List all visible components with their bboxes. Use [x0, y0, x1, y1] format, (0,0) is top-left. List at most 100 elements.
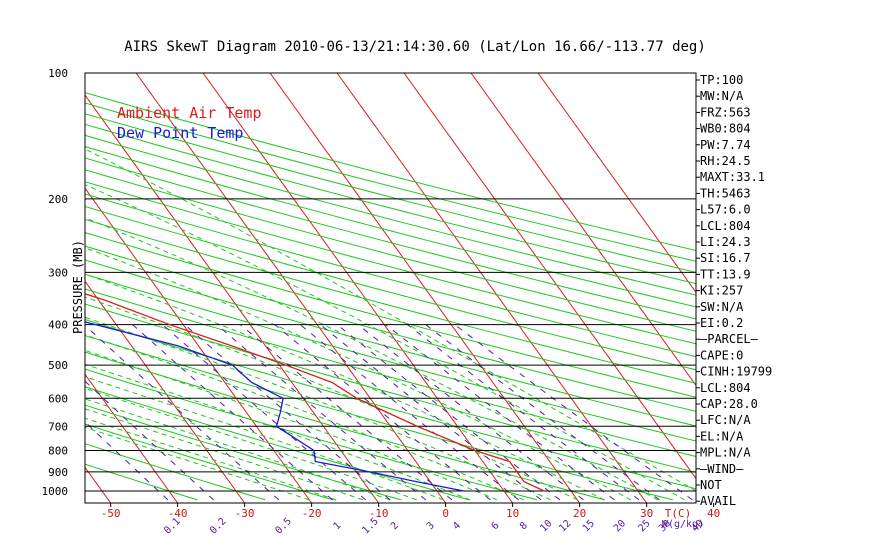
mixing-ratio-tick-label: 0.5	[273, 516, 294, 537]
dry-adiabat-line	[85, 423, 334, 501]
chart-title: AIRS SkewT Diagram 2010-06-13/21:14:30.6…	[124, 39, 706, 55]
dry-adiabat-line	[85, 319, 696, 490]
pressure-tick-label: 200	[48, 193, 68, 206]
bottom-temp-tick-label: 20	[573, 507, 586, 520]
isotherm-line	[135, 73, 447, 503]
stat-item: NOT	[700, 478, 722, 492]
stat-item: RH:24.5	[700, 154, 751, 168]
stat-item: —PARCEL—	[700, 332, 759, 346]
mixing-ratio-line	[216, 324, 427, 501]
mixing-ratio-line	[320, 324, 542, 501]
stat-item: SW:N/A	[700, 300, 744, 314]
mixing-ratio-tick-label: 0.2	[208, 516, 229, 537]
stat-item: TT:13.9	[700, 267, 751, 281]
stat-item: WB0:804	[700, 122, 751, 136]
mixing-ratio-tick-label: 20	[612, 518, 628, 534]
stat-item: SI:16.7	[700, 251, 751, 265]
dry-adiabat-line	[85, 92, 696, 251]
isotherm-line	[336, 73, 648, 503]
dry-adiabat-line	[85, 205, 696, 371]
stat-item: CAPE:0	[700, 348, 743, 362]
dry-adiabat-line	[85, 273, 696, 442]
stat-item: PW:7.74	[700, 138, 751, 152]
stat-item: LCL:804	[700, 219, 751, 233]
dry-adiabat-line	[85, 404, 402, 501]
pressure-tick-label: 1000	[42, 485, 69, 498]
bottom-temp-tick-label: 0	[442, 507, 449, 520]
isotherm-line	[403, 73, 696, 480]
dry-adiabat-line	[85, 169, 696, 332]
moist-adiabat-line	[85, 148, 696, 492]
mixing-ratio-tick-label: 1	[331, 520, 343, 532]
stat-item: L57:6.0	[700, 203, 751, 217]
mixing-ratio-tick-label: 2	[389, 520, 401, 532]
isotherm-line	[537, 73, 696, 294]
mixing-ratio-line	[162, 324, 367, 501]
dry-adiabat-line	[85, 259, 696, 427]
mixing-ratio-line	[336, 324, 561, 501]
isotherm-line	[85, 373, 179, 503]
dry-adiabat-line	[85, 181, 696, 345]
mixing-ratio-tick-label: 3	[425, 520, 437, 532]
dry-adiabat-line	[85, 443, 266, 501]
stat-item: FRZ:563	[700, 105, 751, 119]
dry-adiabat-line	[85, 351, 606, 501]
mixing-ratio-tick-label: 8	[518, 520, 530, 532]
stat-item: TP:100	[700, 73, 743, 87]
dry-adiabat-line	[85, 102, 696, 262]
bottom-temp-tick-label: -10	[369, 507, 389, 520]
mixing-ratio-line	[299, 324, 520, 501]
pressure-tick-label: 500	[48, 359, 68, 372]
dry-adiabat-line	[85, 123, 696, 285]
stat-item: AVAIL	[700, 494, 736, 508]
mixing-ratio-line	[274, 324, 491, 501]
mixing-ratio-line	[85, 380, 214, 501]
mixing-ratio-line	[184, 324, 391, 501]
isotherm-line	[0, 73, 44, 503]
mixing-ratio-line	[132, 324, 333, 501]
bottom-temp-tick-label: -30	[235, 507, 255, 520]
bottom-temp-tick-label: 10	[506, 507, 519, 520]
isotherm-line	[202, 73, 514, 503]
mixing-ratio-tick-label: 10	[538, 518, 554, 534]
pressure-tick-label: 900	[48, 466, 68, 479]
dry-adiabat-line	[85, 113, 696, 273]
dry-adiabat-line	[85, 218, 696, 384]
mixing-ratio-line	[357, 324, 584, 501]
stat-item: MW:N/A	[700, 89, 744, 103]
dry-adiabat-line	[85, 245, 696, 412]
stat-item: CAP:28.0	[700, 397, 758, 411]
pressure-tick-label: 400	[48, 319, 68, 332]
dry-adiabat-line	[85, 463, 198, 501]
legend-air-temp: Ambient Air Temp	[117, 104, 262, 122]
mixing-ratio-line	[85, 324, 280, 501]
stat-item: KI:257	[700, 284, 743, 298]
stat-item: EL:N/A	[700, 429, 744, 443]
pressure-tick-label: 700	[48, 420, 68, 433]
y-axis-label: PRESSURE (MB)	[71, 240, 85, 334]
mixing-ratio-line	[240, 324, 453, 501]
stat-item: MPL:N/A	[700, 446, 751, 460]
bottom-temp-tick-label: -50	[101, 507, 121, 520]
legend: Ambient Air Temp Dew Point Temp	[117, 104, 262, 142]
mixing-ratio-tick-label: 25	[636, 518, 652, 534]
air-temp-profile-line	[85, 293, 545, 492]
dry-adiabat-line	[85, 303, 696, 473]
legend-dew-point: Dew Point Temp	[117, 124, 243, 142]
bottom-temp-tick-label: 30	[640, 507, 653, 520]
stat-item: LCL:804	[700, 381, 751, 395]
bottom-temp-tick-label: 40	[707, 507, 720, 520]
x-axis-label: T(C)	[665, 507, 692, 520]
dry-adiabat-line	[85, 134, 696, 296]
mixing-ratio-line	[85, 421, 169, 501]
isotherm-line	[85, 280, 246, 503]
mixing-ratio-line	[454, 324, 693, 501]
dry-adiabat-line	[85, 193, 696, 358]
dry-adiabat-line	[85, 368, 538, 501]
dry-adiabat-line	[85, 288, 696, 458]
bottom-temp-tick-label: -20	[302, 507, 322, 520]
moist-adiabat-line	[85, 296, 578, 501]
dry-adiabat-line	[85, 146, 696, 308]
stat-item: LFC:N/A	[700, 413, 751, 427]
